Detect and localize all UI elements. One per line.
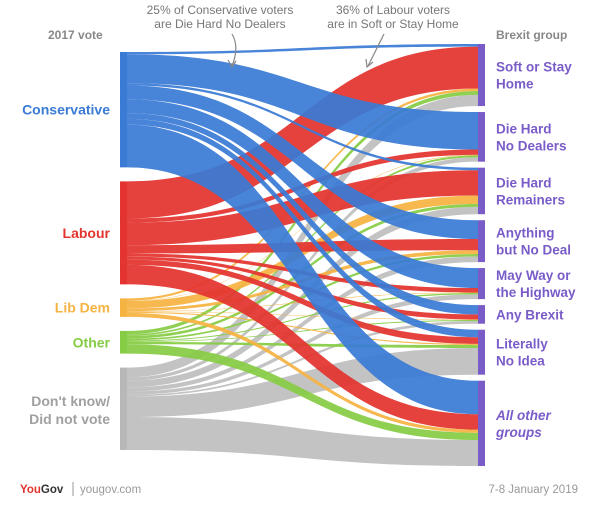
flow-ld-to-aog [127, 312, 478, 433]
flow-oth-to-aog [127, 344, 478, 441]
target-labels: Soft or Stay Home Die Hard No Dealers Die Ha… [495, 60, 576, 440]
flow-con-to-dhr [127, 83, 478, 171]
flow-con-to-abnd [127, 85, 478, 240]
target-bars [478, 44, 485, 466]
target-label-soft: Soft or Stay Home [496, 60, 572, 92]
target-label-dhr: Die Hard Remainers [496, 175, 565, 207]
target-bar-dhnd [478, 112, 485, 162]
flow-oth-to-abnd [127, 254, 478, 341]
right-title: Brexit group [496, 28, 567, 42]
flow-con-to-dhnd [127, 54, 478, 150]
flow-oth-to-anyb [127, 319, 478, 343]
flow-dk-to-anyb [127, 321, 478, 397]
target-label-dhnd: Die Hard No Dealers [496, 121, 567, 153]
left-title: 2017 vote [48, 28, 103, 42]
annotation-con-line1: 25% of Conservative voters [147, 3, 294, 17]
flow-ld-to-dhr [127, 195, 478, 309]
flow-con-to-mwh [127, 99, 478, 289]
flow-con-to-anyb [127, 113, 478, 315]
annotation-lab-arrow [367, 33, 385, 67]
yougov-logo: YouGov [20, 484, 64, 496]
source-label-lab: Labour [63, 225, 111, 241]
source-bars [120, 52, 127, 450]
annotation-con-arrow [231, 33, 237, 67]
target-bar-lni [478, 329, 485, 375]
annotation-con-arrowhead [227, 59, 237, 69]
target-label-anyb: Any Brexit [496, 307, 564, 322]
annotation-lab-line2: are in Soft or Stay Home [327, 17, 459, 31]
target-bar-dhr [478, 167, 485, 215]
flow-con-to-aog [127, 124, 478, 415]
target-bar-abnd [478, 220, 485, 263]
flow-con-to-lni [127, 118, 478, 338]
flow-ld-to-lni [127, 311, 478, 346]
annotation-lab-arrowhead [365, 58, 374, 69]
flow-dk-to-aog [127, 417, 478, 466]
target-bar-mwh [478, 268, 485, 300]
flow-con-to-soft [127, 44, 478, 55]
target-label-lni: Literally No Idea [496, 337, 548, 369]
target-bar-aog [478, 380, 485, 466]
flow-lab-to-aog [127, 264, 478, 430]
source-labels: Conservative Labour Lib Dem Other Don't know… [22, 102, 110, 427]
source-bar-lab [120, 181, 127, 285]
target-label-aog: All other groups [495, 408, 551, 440]
source-bar-dk [120, 367, 127, 450]
target-bar-soft [478, 44, 485, 107]
annotation-lab-line1: 36% of Labour voters [336, 3, 450, 17]
flow-ld-to-anyb [127, 311, 478, 320]
flow-lab-to-dhr [127, 170, 478, 246]
site-url: yougov.com [80, 484, 141, 496]
flow-lab-to-lni [127, 259, 478, 344]
source-bar-oth [120, 330, 127, 354]
flow-lab-to-abnd [127, 239, 478, 254]
target-label-mwh: May Way or the Highway [496, 268, 576, 300]
source-label-con: Conservative [22, 102, 110, 118]
target-label-abnd: Anything but No Deal [496, 226, 571, 258]
source-label-ld: Lib Dem [55, 300, 110, 316]
survey-date: 7-8 January 2019 [488, 484, 578, 496]
source-label-dk: Don't know/Did not vote [29, 393, 110, 427]
source-bar-con [120, 52, 127, 168]
flow-ribbons [127, 44, 478, 466]
annotation-con-line2: are Die Hard No Dealers [154, 17, 285, 31]
source-bar-ld [120, 298, 127, 317]
flow-oth-to-mwh [127, 293, 478, 342]
logo-you: You [20, 484, 41, 496]
flow-dk-to-soft [127, 94, 478, 378]
target-bar-anyb [478, 305, 485, 324]
flow-dk-to-abnd [127, 256, 478, 392]
source-label-oth: Other [73, 334, 111, 350]
logo-gov: Gov [41, 484, 64, 496]
